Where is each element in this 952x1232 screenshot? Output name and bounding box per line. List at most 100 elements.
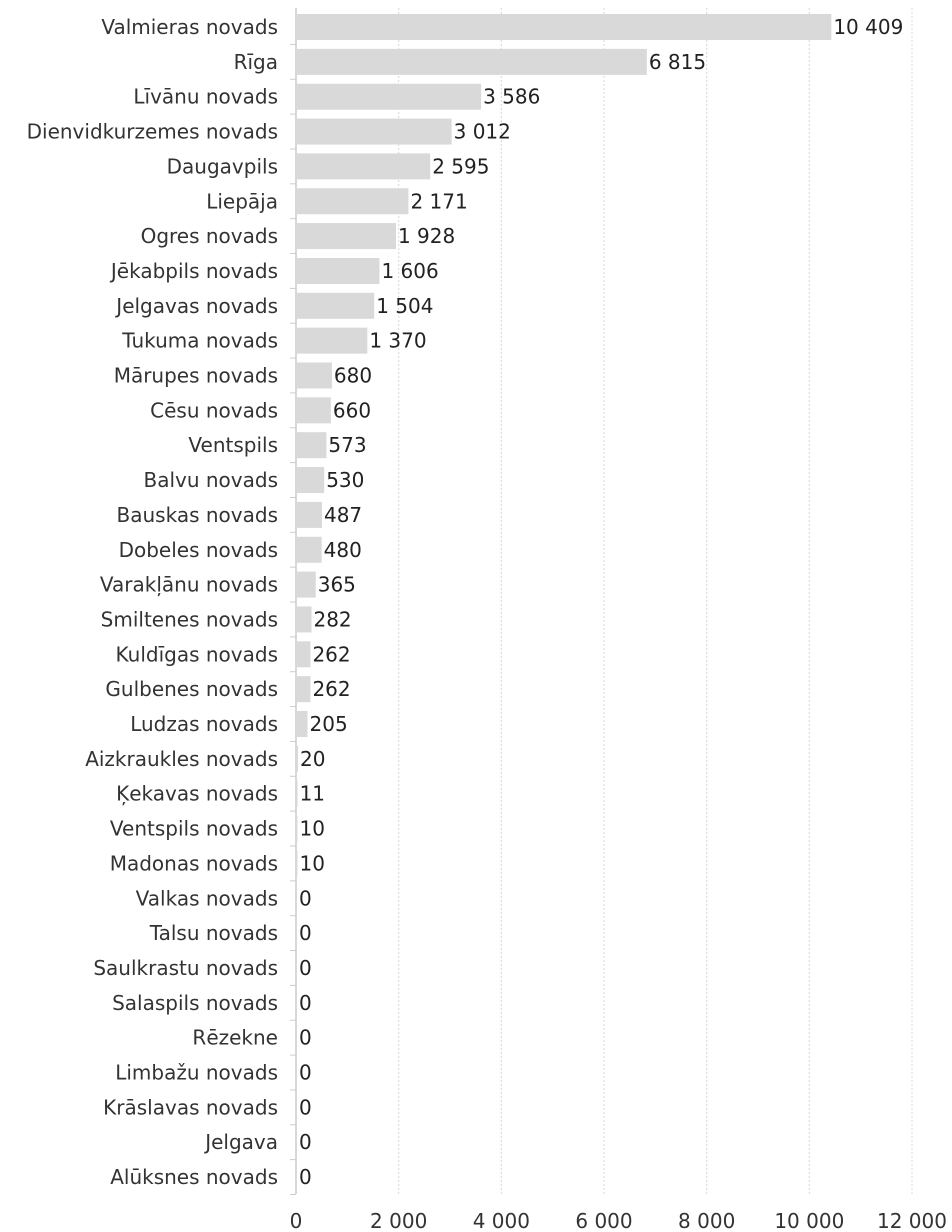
bar	[297, 641, 311, 668]
x-tick-label: 2 000	[370, 1209, 427, 1232]
bar	[297, 257, 380, 284]
bar	[297, 571, 316, 598]
category-label: Smiltenes novads	[101, 607, 278, 631]
x-tick-label: 8 000	[678, 1209, 735, 1232]
data-label: 573	[328, 433, 366, 457]
data-label: 0	[299, 1095, 312, 1119]
bar	[297, 606, 312, 633]
category-label: Rīga	[234, 50, 278, 74]
x-axis-tick-labels: 0 2 000 4 000 6 000 8 000 10 000 12 000	[290, 1209, 947, 1232]
category-label: Balvu novads	[143, 468, 278, 492]
data-label: 1 504	[376, 294, 433, 318]
data-label: 0	[299, 886, 312, 910]
data-label: 1 928	[398, 224, 455, 248]
y-axis	[290, 8, 297, 1195]
data-label: 0	[299, 956, 312, 980]
bar	[297, 676, 311, 703]
data-label: 480	[324, 538, 362, 562]
category-label: Mārupes novads	[114, 364, 278, 388]
value-labels: 10 409 6 815 3 586 3 012 2 595 2 171 1 928 1 60…	[299, 15, 903, 1189]
category-label: Gulbenes novads	[105, 677, 278, 701]
category-label: Valmieras novads	[101, 15, 278, 39]
category-label: Cēsu novads	[150, 398, 278, 422]
bar	[297, 780, 298, 807]
bar	[297, 223, 396, 250]
bar	[297, 118, 452, 145]
category-label: Liepāja	[206, 189, 278, 213]
category-label: Dienvidkurzemes novads	[27, 120, 278, 144]
data-label: 10	[300, 851, 325, 875]
data-label: 1 606	[381, 259, 438, 283]
category-label: Līvānu novads	[133, 85, 278, 109]
category-label: Aizkraukles novads	[85, 747, 278, 771]
x-tick-label: 10 000	[774, 1209, 844, 1232]
bar	[297, 501, 322, 528]
x-tick-label: 0	[290, 1209, 303, 1232]
bar	[297, 14, 832, 40]
bars	[297, 14, 832, 877]
category-label: Varakļānu novads	[100, 573, 278, 597]
category-label: Tukuma novads	[121, 329, 278, 353]
category-label: Salaspils novads	[112, 991, 278, 1015]
data-label: 282	[313, 607, 351, 631]
data-label: 0	[299, 1061, 312, 1085]
x-tick-label: 4 000	[473, 1209, 530, 1232]
category-label: Ludzas novads	[130, 712, 278, 736]
category-label: Kuldīgas novads	[116, 642, 278, 666]
data-label: 205	[310, 712, 348, 736]
category-label: Jelgavas novads	[114, 294, 278, 318]
data-label: 2 595	[432, 154, 489, 178]
category-label: Ķekavas novads	[116, 782, 278, 806]
category-label: Ventspils	[188, 433, 278, 457]
data-label: 680	[334, 364, 372, 388]
category-label: Talsu novads	[149, 921, 278, 945]
gridlines	[398, 8, 913, 1194]
bar	[297, 188, 409, 215]
category-label: Dobeles novads	[119, 538, 278, 562]
category-label: Ventspils novads	[110, 817, 278, 841]
data-label: 262	[312, 677, 350, 701]
category-label: Ogres novads	[141, 224, 278, 248]
data-label: 0	[299, 1165, 312, 1189]
category-label: Bauskas novads	[117, 503, 278, 527]
category-label: Valkas novads	[136, 886, 278, 910]
data-label: 11	[300, 782, 325, 806]
category-label: Saulkrastu novads	[93, 956, 278, 980]
data-label: 10	[300, 817, 325, 841]
bar	[297, 327, 368, 354]
category-label: Jēkabpils novads	[109, 259, 278, 283]
data-label: 0	[299, 921, 312, 945]
bar	[297, 850, 298, 877]
data-label: 3 012	[454, 120, 511, 144]
bar	[297, 362, 332, 389]
data-label: 0	[299, 1026, 312, 1050]
data-label: 1 370	[369, 329, 426, 353]
category-label: Daugavpils	[167, 154, 278, 178]
bar	[297, 48, 647, 75]
bar	[297, 83, 482, 110]
bar	[297, 292, 375, 319]
data-label: 660	[333, 398, 371, 422]
category-label: Limbažu novads	[115, 1061, 278, 1085]
data-label: 365	[318, 573, 356, 597]
bar	[297, 536, 322, 563]
category-label: Rēzekne	[192, 1026, 278, 1050]
category-label: Krāslavas novads	[103, 1095, 278, 1119]
data-label: 3 586	[483, 85, 540, 109]
category-labels: Valmieras novads Rīga Līvānu novads Dienvid…	[27, 15, 278, 1189]
category-label: Jelgava	[203, 1130, 278, 1154]
bar	[297, 711, 308, 737]
bar	[297, 397, 331, 424]
data-label: 2 171	[410, 189, 467, 213]
x-tick-label: 6 000	[575, 1209, 632, 1232]
data-label: 20	[300, 747, 325, 771]
data-label: 487	[324, 503, 362, 527]
category-label: Madonas novads	[110, 851, 278, 875]
bar	[297, 153, 431, 180]
data-label: 0	[299, 1130, 312, 1154]
data-label: 0	[299, 991, 312, 1015]
category-label: Alūksnes novads	[110, 1165, 278, 1189]
bar	[297, 745, 299, 772]
bar	[297, 432, 327, 459]
